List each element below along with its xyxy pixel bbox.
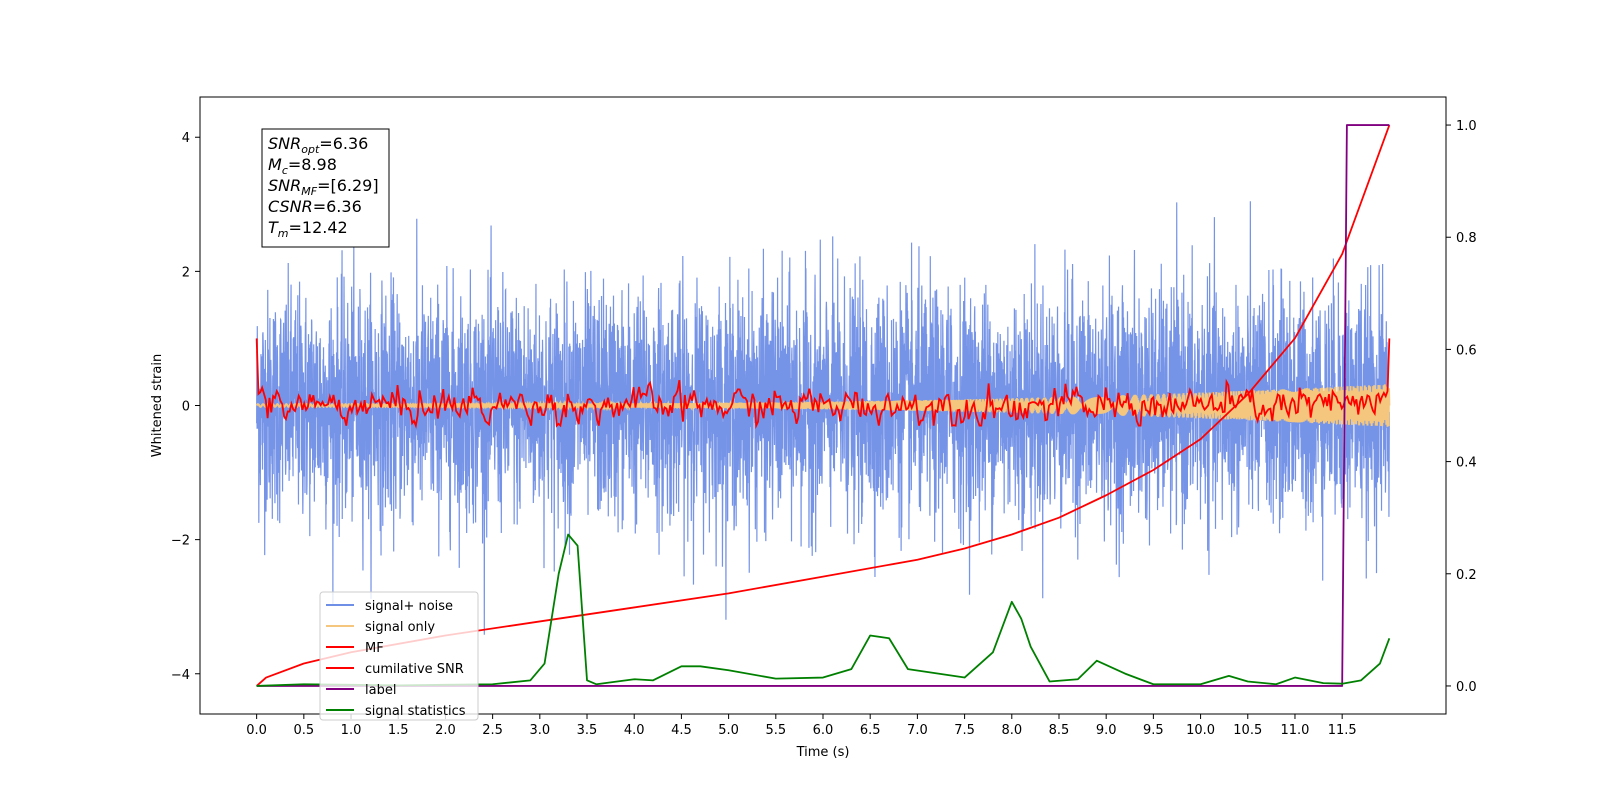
y-tick-label: 4 — [182, 131, 190, 146]
y-tick-label: −4 — [171, 668, 190, 683]
x-tick-label: 11.0 — [1280, 723, 1309, 738]
x-tick-label: 9.0 — [1096, 723, 1117, 738]
annotation-subscript: opt — [301, 143, 320, 156]
annotation-line: SNRMF=[6.29] — [268, 176, 379, 198]
series-mf — [255, 338, 1391, 430]
legend-frame — [319, 591, 479, 721]
x-tick-label: 3.0 — [529, 723, 550, 738]
x-tick-label: 5.5 — [765, 723, 786, 738]
legend-label: cumilative SNR — [365, 662, 464, 677]
x-tick-label: 1.0 — [341, 723, 362, 738]
annotation-value: =6.36 — [313, 197, 362, 216]
y2-tick-label: 0.2 — [1456, 568, 1477, 583]
y-axis-label: Whitened strain — [150, 354, 165, 457]
x-tick-label: 2.5 — [482, 723, 503, 738]
annotation-line: Mc=8.98 — [268, 155, 337, 177]
series-signal-noise — [256, 201, 1390, 635]
annotation-subscript: m — [278, 227, 289, 240]
x-tick-label: 0.5 — [293, 723, 314, 738]
annotation-value: =6.36 — [319, 134, 368, 153]
annotation-symbol: SNR — [268, 176, 301, 195]
y2-tick-label: 0.6 — [1456, 343, 1477, 358]
x-tick-label: 0.0 — [246, 723, 267, 738]
annotation-symbol: SNR — [268, 134, 301, 153]
x-tick-label: 10.0 — [1186, 723, 1215, 738]
annotation-symbol: M — [268, 155, 282, 174]
x-tick-label: 7.0 — [907, 723, 928, 738]
x-tick-label: 6.5 — [860, 723, 881, 738]
series-label — [256, 124, 1390, 687]
y-tick-label: −2 — [171, 534, 190, 549]
annotation-line: SNRopt=6.36 — [268, 134, 368, 156]
y2-tick-label: 0.8 — [1456, 231, 1477, 246]
x-tick-label: 9.5 — [1143, 723, 1164, 738]
series-signal-statistics — [256, 533, 1391, 687]
x-tick-label: 2.0 — [435, 723, 456, 738]
x-tick-label: 11.5 — [1328, 723, 1357, 738]
annotation-subscript: c — [282, 164, 288, 177]
y-tick-label: 0 — [182, 400, 190, 415]
x-tick-label: 8.5 — [1049, 723, 1070, 738]
x-tick-label: 3.5 — [577, 723, 598, 738]
legend-label: label — [365, 683, 396, 698]
x-tick-label: 4.0 — [624, 723, 645, 738]
legend-label: signal+ noise — [365, 599, 453, 614]
annotation-symbol: T — [268, 218, 279, 237]
annotation-value: =12.42 — [289, 218, 348, 237]
annotation-frame — [261, 128, 390, 248]
annotation-line: CSNR=6.36 — [268, 197, 362, 216]
y-tick-label: 2 — [182, 265, 190, 280]
annotation-value: =8.98 — [288, 155, 337, 174]
y2-tick-label: 0.0 — [1456, 680, 1477, 695]
annotation-line: Tm=12.42 — [268, 218, 348, 240]
y2-tick-label: 0.4 — [1456, 456, 1477, 471]
x-tick-label: 4.5 — [671, 723, 692, 738]
x-tick-label: 10.5 — [1233, 723, 1262, 738]
stats-annotation-box: SNRopt=6.36Mc=8.98SNRMF=[6.29]CSNR=6.36T… — [261, 128, 390, 248]
x-tick-label: 8.0 — [1001, 723, 1022, 738]
x-tick-label: 1.5 — [388, 723, 409, 738]
x-tick-label: 6.0 — [813, 723, 834, 738]
legend-label: signal only — [365, 620, 435, 635]
x-axis-label: Time (s) — [796, 745, 850, 760]
y2-tick-label: 1.0 — [1456, 119, 1477, 134]
annotation-subscript: MF — [301, 185, 317, 198]
x-tick-label: 7.5 — [954, 723, 975, 738]
x-tick-label: 5.0 — [718, 723, 739, 738]
legend-label: MF — [365, 641, 384, 656]
legend-label: signal statistics — [365, 704, 466, 719]
axes: 0.0 0.5 1.0 1.5 2.0 2.5 3.0 3.5 4.0 4.5 5.0 5.5 6.0 6… — [171, 119, 1477, 738]
legend: signal+ noise signal only MF cumilative SNR… — [319, 591, 479, 721]
annotation-symbol: CSNR — [268, 197, 313, 216]
annotation-value: =[6.29] — [317, 176, 379, 195]
